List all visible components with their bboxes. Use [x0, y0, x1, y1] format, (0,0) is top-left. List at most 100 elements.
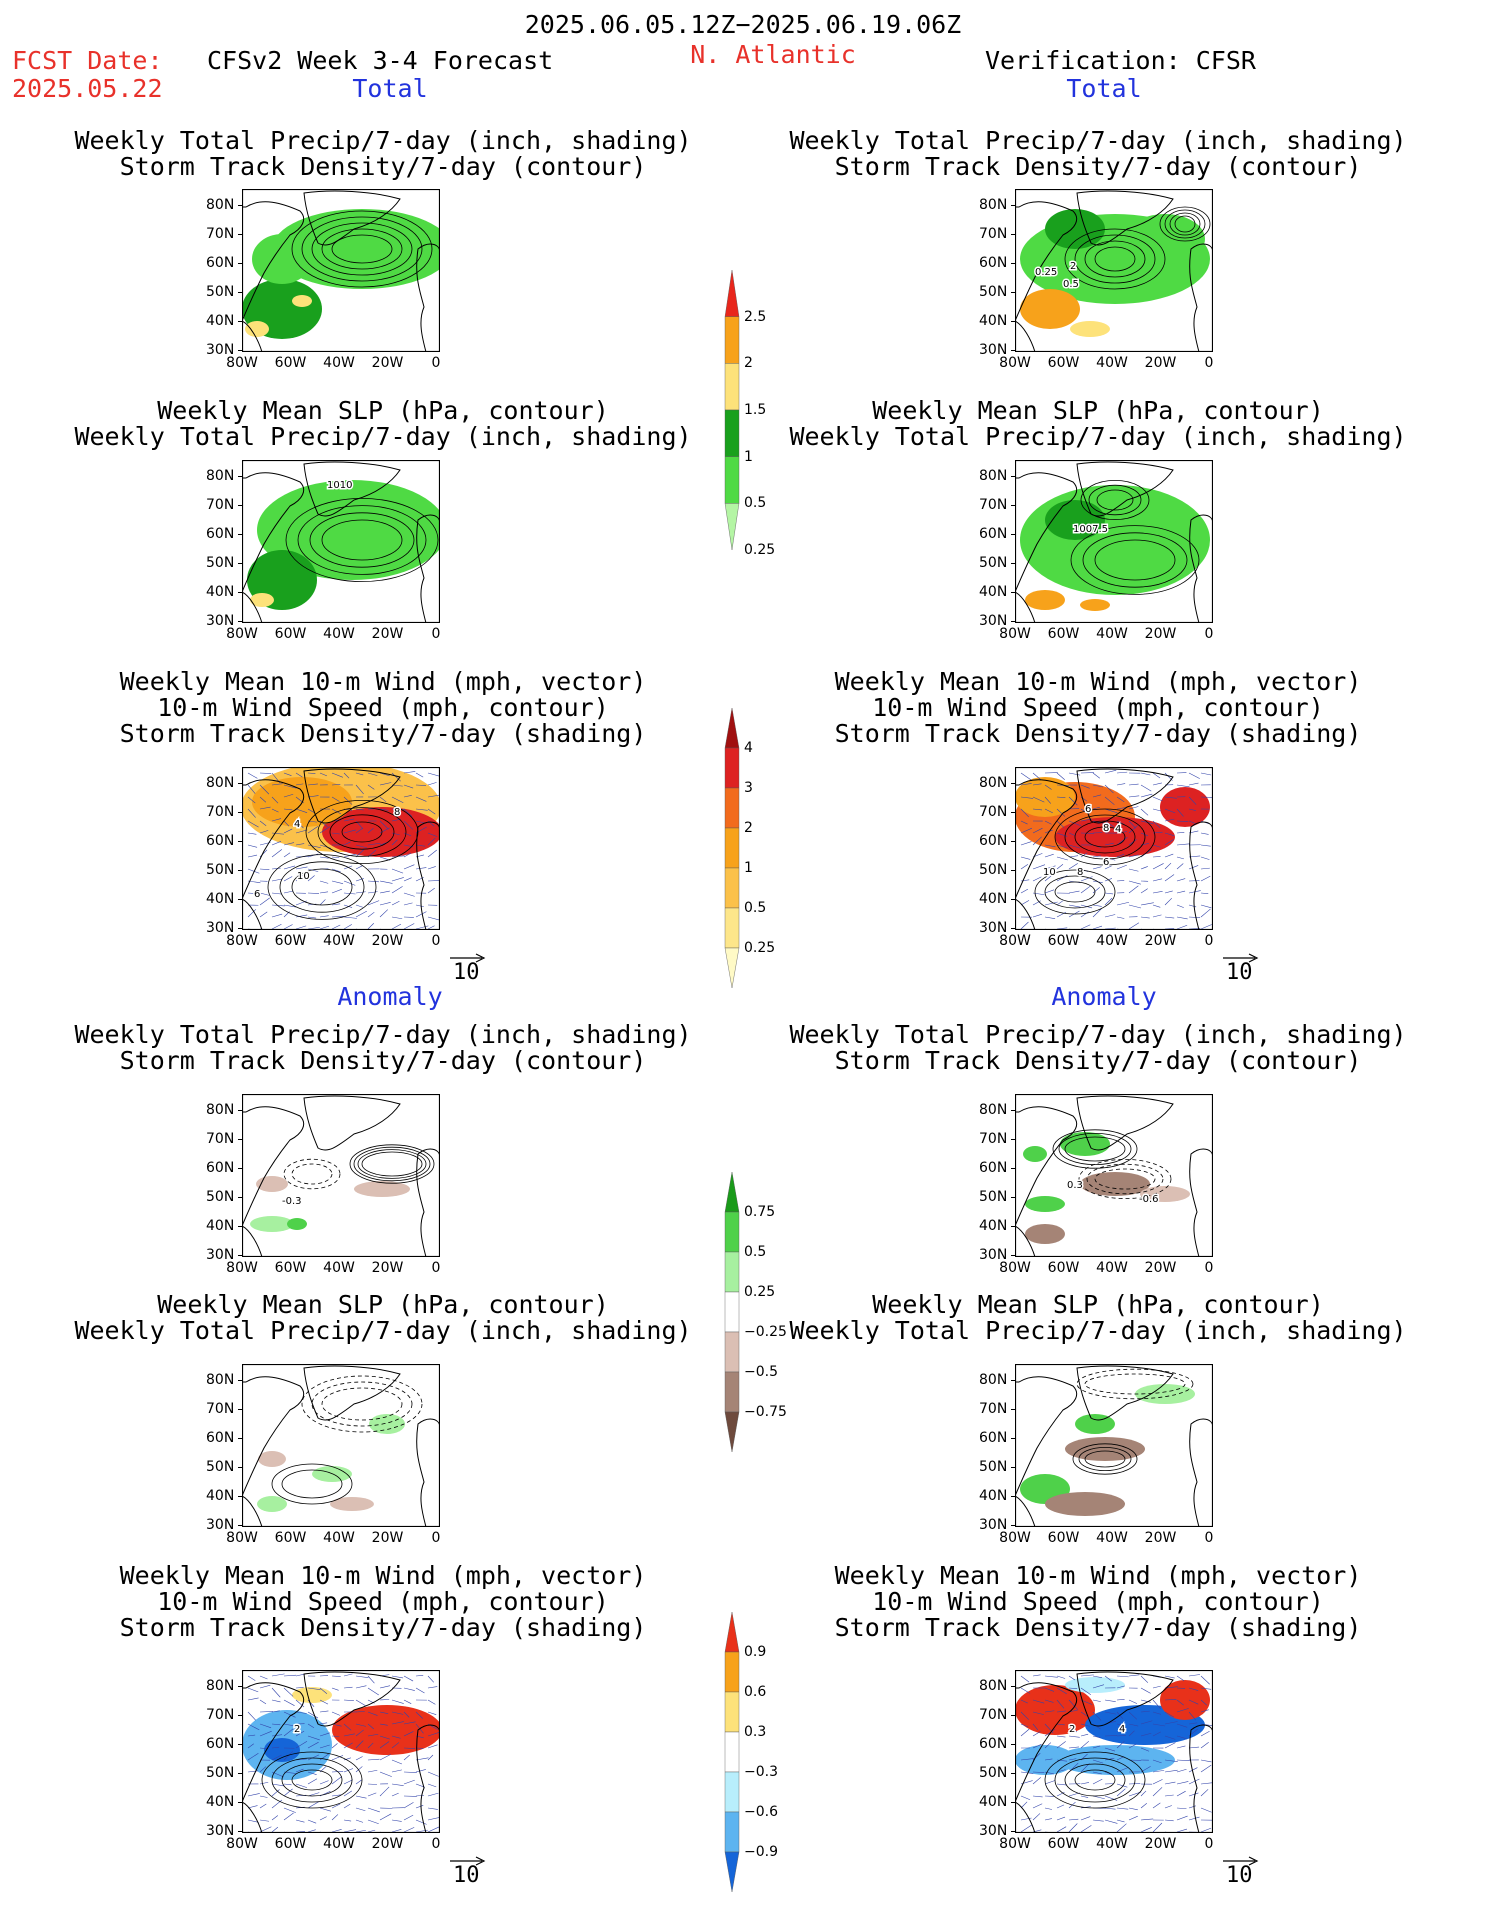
contour-line — [331, 234, 393, 264]
wind-vector — [1128, 922, 1140, 930]
wind-vector — [379, 880, 393, 884]
shading-blob — [1023, 1146, 1047, 1162]
wind-vector — [1092, 925, 1103, 930]
wind-vector — [403, 902, 413, 906]
lon-tick-label: 20W — [371, 355, 404, 371]
contour-layer — [291, 210, 433, 288]
contour-label: 6 — [1085, 804, 1091, 815]
wind-vector — [343, 1673, 353, 1677]
wind-vector — [1128, 825, 1138, 834]
wind-vector — [1164, 1819, 1174, 1822]
wind-vector — [1032, 783, 1042, 786]
wind-vector — [1128, 820, 1136, 829]
contour-line — [1052, 1129, 1138, 1169]
panel-title-ver-anom-precip: Weekly Total Precip/7-day (inch, shading… — [789, 1022, 1406, 1074]
shading-blob — [1065, 1437, 1145, 1461]
wind-vector — [1200, 1827, 1212, 1833]
wind-vector — [247, 1819, 259, 1823]
lat-tick-label: 60N — [979, 526, 1008, 542]
wind-vector — [1068, 904, 1081, 908]
wind-vector — [1080, 784, 1090, 789]
lat-tick — [238, 1496, 242, 1497]
lat-tick-label: 50N — [206, 1189, 235, 1205]
vector-layer — [247, 1673, 440, 1833]
wind-vector — [1128, 1699, 1138, 1704]
colorbar-precip_anom — [724, 1171, 740, 1453]
wind-vector — [403, 1721, 416, 1725]
wind-vector — [307, 1801, 320, 1809]
wind-vector — [1032, 1771, 1045, 1773]
wind-vector — [1020, 796, 1034, 799]
wind-vector — [247, 854, 258, 858]
lat-tick-label: 40N — [979, 584, 1008, 600]
coastline — [1015, 898, 1036, 930]
wind-vector — [391, 1699, 404, 1704]
wind-vector — [307, 1792, 320, 1797]
contour-layer — [1044, 1751, 1146, 1809]
wind-vector — [307, 1819, 317, 1824]
wind-vector — [1188, 808, 1196, 811]
lat-tick-label: 50N — [979, 284, 1008, 300]
shading-blob — [1160, 787, 1210, 827]
lat-tick — [238, 621, 242, 622]
contour-line — [271, 1757, 353, 1803]
contour-label: -0.6 — [1139, 1194, 1159, 1205]
colorbar-swatch — [724, 827, 740, 869]
wind-vector — [1056, 1699, 1065, 1709]
wind-vector — [1140, 1675, 1149, 1683]
wind-vector — [1164, 897, 1172, 906]
wind-vector — [1164, 1805, 1172, 1809]
lat-tick — [238, 1773, 242, 1774]
lat-tick — [238, 812, 242, 813]
contour-line — [1064, 1763, 1126, 1797]
wind-vector — [1020, 841, 1032, 846]
wind-vector — [1080, 924, 1091, 930]
wind-vector — [1200, 1764, 1212, 1773]
coastline-layer — [242, 190, 440, 352]
wind-vector — [307, 926, 320, 930]
wind-vector — [283, 876, 293, 882]
wind-vector — [391, 772, 401, 782]
lat-tick — [1011, 205, 1015, 206]
lat-tick — [1011, 783, 1015, 784]
lat-tick-label: 60N — [206, 1430, 235, 1446]
wind-vector — [283, 1807, 296, 1813]
wind-vector — [331, 1803, 341, 1809]
contour-line — [291, 1163, 333, 1185]
wind-vector — [319, 1732, 331, 1737]
map-ver-total-precip: 0.25 2 0.5 — [1015, 189, 1213, 352]
wind-vector — [427, 880, 440, 882]
wind-vector — [427, 837, 436, 846]
wind-vector — [1092, 1723, 1101, 1730]
wind-vector — [283, 808, 293, 811]
lon-tick-label: 40W — [1096, 933, 1128, 949]
wind-vector — [427, 772, 440, 777]
wind-vector — [1044, 1710, 1055, 1713]
wind-vector — [1188, 1792, 1199, 1797]
wind-vector — [1116, 1699, 1125, 1701]
wind-vector — [379, 820, 389, 830]
lon-tick-label: 0 — [431, 1260, 441, 1276]
contour-label: 1010 — [327, 480, 352, 491]
lat-tick-label: 60N — [979, 1160, 1008, 1176]
wind-vector — [379, 1699, 390, 1701]
wind-vector — [355, 878, 364, 882]
wind-vector — [1056, 772, 1065, 780]
wind-vector — [259, 911, 268, 918]
lon-tick-label: 80W — [226, 933, 258, 949]
wind-vector — [283, 1674, 297, 1677]
wind-vector — [1188, 1805, 1196, 1809]
wind-vector — [259, 830, 269, 834]
wind-vector — [1116, 1783, 1128, 1788]
lat-tick-label: 80N — [206, 775, 235, 791]
wind-vector — [1020, 864, 1029, 870]
wind-vector — [295, 829, 308, 834]
wind-vector — [1152, 891, 1163, 894]
lat-tick-label: 70N — [206, 804, 235, 820]
wind-vector — [1032, 808, 1043, 811]
wind-vector — [1068, 1735, 1080, 1738]
lon-tick-label: 0 — [1204, 1836, 1214, 1852]
coastline-layer — [1015, 1095, 1213, 1257]
wind-vector — [403, 1779, 415, 1785]
wind-vector — [1176, 890, 1186, 894]
